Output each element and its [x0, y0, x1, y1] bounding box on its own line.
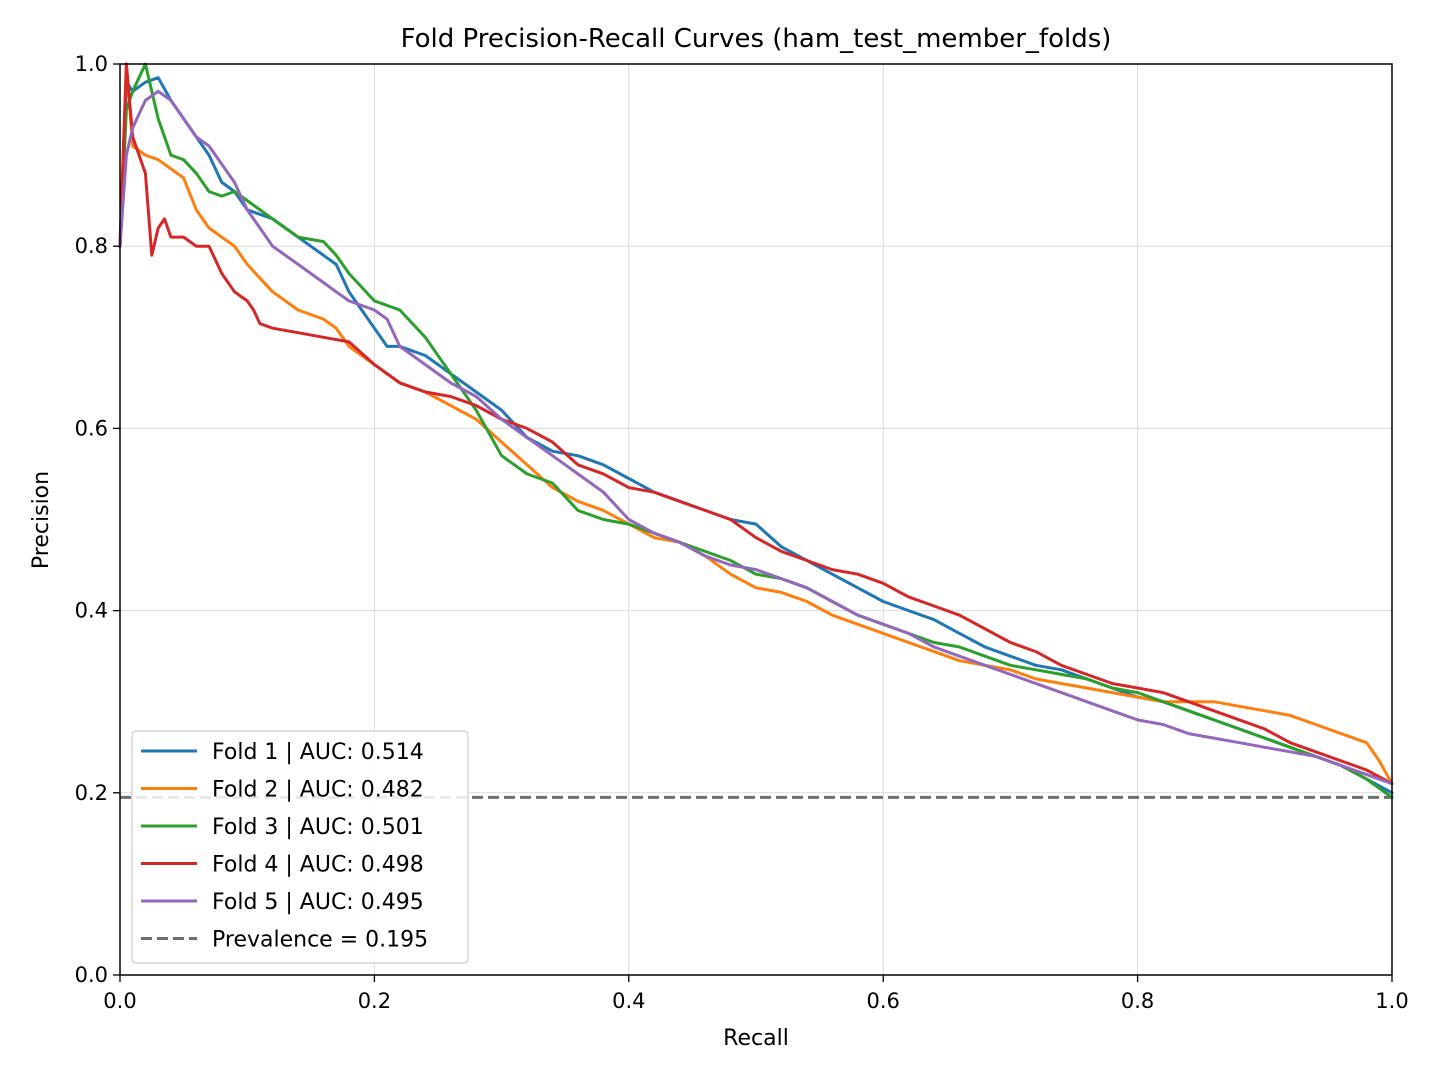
- x-axis-title: Recall: [723, 1026, 789, 1051]
- series-line-fold-4: [118, 62, 1394, 786]
- y-axis-title: Precision: [29, 471, 54, 569]
- legend-label: Prevalence = 0.195: [212, 928, 428, 953]
- y-tick-label: 0.2: [75, 781, 108, 805]
- x-tick-label: 0.0: [103, 989, 136, 1013]
- legend-label: Fold 3 | AUC: 0.501: [212, 815, 424, 840]
- axis-ticks: 0.0 0.2 0.4 0.6 0.8 1.0 0.0 0.2 0.4 0.6 0.8 1.0: [75, 52, 1409, 1013]
- x-tick-label: 1.0: [1375, 989, 1408, 1013]
- y-tick-label: 1.0: [75, 52, 108, 76]
- x-tick-label: 0.6: [866, 989, 899, 1013]
- legend-label: Fold 5 | AUC: 0.495: [212, 890, 424, 915]
- x-tick-label: 0.8: [1121, 989, 1154, 1013]
- legend-box: [131, 730, 469, 964]
- y-tick-label: 0.0: [75, 963, 108, 987]
- chart-title: Fold Precision-Recall Curves (ham_test_m…: [401, 24, 1112, 54]
- series-line-fold-5: [118, 89, 1394, 786]
- y-tick-label: 0.6: [75, 416, 108, 440]
- legend: Fold 1 | AUC: 0.514 Fold 2 | AUC: 0.482 Fo…: [131, 730, 469, 964]
- x-tick-label: 0.4: [612, 989, 645, 1013]
- legend-label: Fold 1 | AUC: 0.514: [212, 740, 424, 765]
- series-lines: [118, 62, 1394, 799]
- x-tick-label: 0.2: [358, 989, 391, 1013]
- legend-label: Fold 4 | AUC: 0.498: [212, 853, 424, 878]
- y-tick-label: 0.8: [75, 234, 108, 258]
- plot-frame: [119, 63, 1393, 976]
- y-tick-label: 0.4: [75, 599, 108, 623]
- legend-label: Fold 2 | AUC: 0.482: [212, 778, 424, 803]
